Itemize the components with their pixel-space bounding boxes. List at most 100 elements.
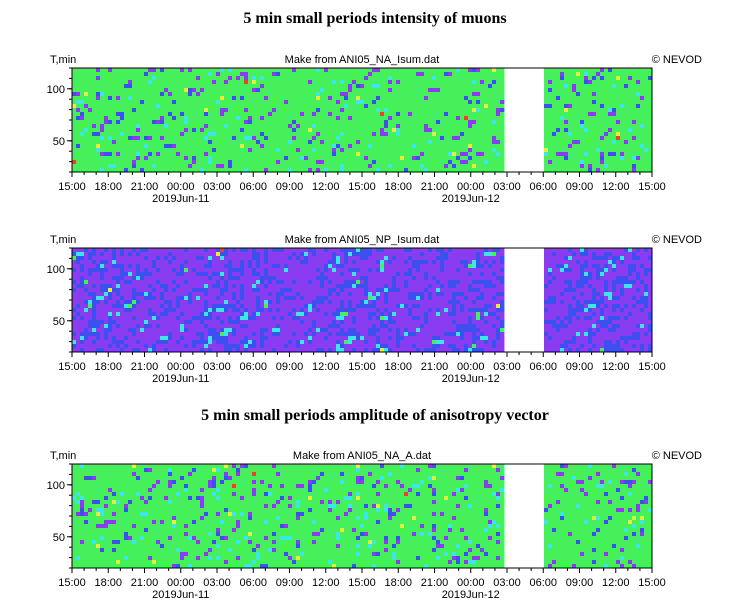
heatmap-cell	[140, 336, 145, 341]
heatmap-cell	[640, 100, 645, 105]
heatmap-cell	[228, 296, 233, 301]
heatmap-cell	[440, 104, 445, 109]
heatmap-cell	[640, 152, 645, 157]
heatmap-cell	[228, 104, 233, 109]
heatmap-cell	[144, 116, 149, 121]
heatmap-cell	[336, 164, 341, 169]
heatmap-cell	[244, 336, 249, 341]
heatmap-cell	[156, 348, 161, 353]
heatmap-cell	[96, 336, 101, 341]
heatmap-cell	[160, 320, 165, 325]
heatmap-cell	[548, 68, 553, 73]
heatmap-cell	[212, 72, 217, 77]
heatmap-cell	[168, 312, 173, 317]
heatmap-cell	[268, 140, 273, 145]
heatmap-cell	[232, 120, 237, 125]
heatmap-cell	[176, 296, 181, 301]
heatmap-cell	[100, 132, 105, 137]
heatmap-cell	[320, 108, 325, 113]
heatmap-cell	[72, 168, 77, 173]
heatmap-cell	[300, 164, 305, 169]
heatmap-cell	[452, 108, 457, 113]
heatmap-cell	[600, 112, 605, 117]
heatmap-cell	[236, 148, 241, 153]
heatmap-cell	[184, 76, 189, 81]
heatmap-cell	[588, 152, 593, 157]
heatmap-cell	[176, 152, 181, 157]
heatmap-cell	[476, 84, 481, 89]
heatmap-cell	[248, 344, 253, 349]
heatmap-cell	[388, 68, 393, 73]
heatmap-cell	[408, 132, 413, 137]
heatmap-cell	[324, 140, 329, 145]
heatmap-cell	[252, 348, 257, 353]
heatmap-cell	[88, 296, 93, 301]
heatmap-cell	[200, 300, 205, 305]
heatmap-cell	[200, 132, 205, 137]
heatmap-cell	[132, 296, 137, 301]
heatmap-cell	[208, 320, 213, 325]
heatmap-cell	[232, 116, 237, 121]
heatmap-cell	[464, 132, 469, 137]
heatmap-cell	[216, 156, 221, 161]
heatmap-cell	[600, 100, 605, 105]
heatmap-cell	[284, 252, 289, 257]
heatmap-cell	[408, 148, 413, 153]
heatmap-cell	[368, 96, 373, 101]
heatmap-cell	[96, 132, 101, 137]
heatmap-cell	[124, 308, 129, 313]
heatmap-cell	[168, 332, 173, 337]
heatmap-cell	[80, 68, 85, 73]
heatmap-cell	[260, 320, 265, 325]
heatmap-cell	[212, 112, 217, 117]
heatmap-cell	[260, 268, 265, 273]
heatmap-cell	[156, 292, 161, 297]
heatmap-cell	[196, 84, 201, 89]
heatmap-cell	[412, 72, 417, 77]
heatmap-cell	[432, 132, 437, 137]
heatmap-cell	[472, 132, 477, 137]
heatmap-cell	[280, 164, 285, 169]
heatmap-cell	[380, 80, 385, 85]
heatmap-cell	[604, 116, 609, 121]
heatmap-cell	[120, 168, 125, 173]
heatmap-cell	[544, 148, 549, 153]
heatmap-cell	[644, 76, 649, 81]
heatmap-cell	[164, 116, 169, 121]
heatmap-cell	[96, 108, 101, 113]
heatmap-cell	[108, 252, 113, 257]
heatmap-cell	[188, 80, 193, 85]
heatmap-cell	[92, 116, 97, 121]
heatmap-cell	[612, 84, 617, 89]
heatmap-cell	[572, 168, 577, 173]
heatmap-cell	[360, 144, 365, 149]
heatmap-cell	[328, 80, 333, 85]
heatmap-cell	[100, 116, 105, 121]
heatmap-cell	[240, 160, 245, 165]
heatmap-cell	[332, 148, 337, 153]
heatmap-cell	[628, 168, 633, 173]
heatmap-cell	[88, 116, 93, 121]
heatmap-cell	[104, 280, 109, 285]
heatmap-cell	[212, 248, 217, 253]
heatmap-cell	[132, 308, 137, 313]
heatmap-cell	[568, 92, 573, 97]
heatmap-cell	[328, 84, 333, 89]
heatmap-cell	[332, 88, 337, 93]
heatmap-cell	[480, 88, 485, 93]
heatmap-cell	[552, 156, 557, 161]
heatmap-cell	[332, 132, 337, 137]
heatmap-cell	[368, 140, 373, 145]
heatmap-cell	[308, 116, 313, 121]
heatmap-cell	[308, 96, 313, 101]
heatmap-cell	[452, 160, 457, 165]
heatmap-cell	[416, 160, 421, 165]
heatmap-cell	[592, 68, 597, 73]
heatmap-cell	[592, 116, 597, 121]
heatmap-cell	[628, 132, 633, 137]
heatmap-cell	[276, 96, 281, 101]
heatmap-cell	[432, 168, 437, 173]
heatmap-cell	[268, 148, 273, 153]
heatmap-cell	[88, 308, 93, 313]
heatmap-cell	[452, 76, 457, 81]
